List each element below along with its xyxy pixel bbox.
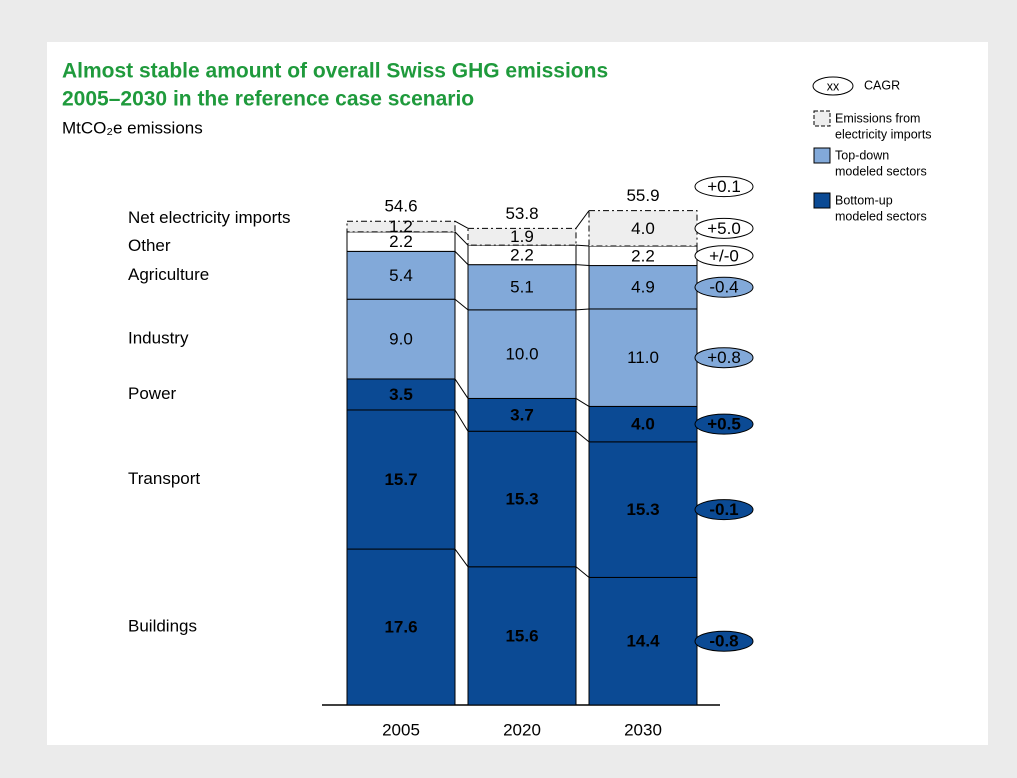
legend-label: modeled sectors — [835, 209, 927, 223]
legend-oval — [812, 76, 854, 96]
cagr-label: +0.5 — [707, 415, 741, 434]
legend-label: Bottom-up — [835, 193, 893, 207]
value-label: 2.2 — [389, 232, 413, 251]
bar-segment — [346, 250, 456, 300]
cagr-label: +/-0 — [709, 246, 739, 265]
total-label: 55.9 — [626, 186, 659, 205]
connector — [575, 566, 590, 578]
bar-segment — [588, 441, 698, 578]
legend-label: Emissions from — [835, 111, 920, 125]
value-label: 2.2 — [631, 246, 655, 265]
legend-label: CAGR — [864, 78, 900, 92]
value-label: 4.0 — [631, 415, 655, 434]
bar-segment — [467, 397, 577, 432]
connector — [575, 430, 590, 443]
chart-title: Almost stable amount of overall Swiss GH… — [62, 60, 608, 83]
cagr-label: -0.4 — [709, 278, 738, 297]
connector — [575, 308, 590, 311]
x-tick-label: 2005 — [382, 720, 420, 739]
cagr-oval — [694, 176, 754, 198]
value-label: 9.0 — [389, 330, 413, 349]
value-label: 15.3 — [505, 489, 538, 508]
value-label: 11.0 — [627, 348, 659, 367]
value-label: 1.9 — [510, 227, 534, 246]
row-label: Power — [128, 384, 177, 403]
x-tick-label: 2030 — [624, 720, 662, 739]
legend-swatch — [813, 110, 831, 127]
row-label: Industry — [128, 329, 189, 348]
cagr-label: -0.1 — [709, 500, 738, 519]
bar-segment — [467, 430, 577, 568]
bar-segment — [346, 548, 456, 706]
legend-swatch — [813, 147, 831, 164]
value-label: 2.2 — [510, 245, 534, 264]
bar-segment — [346, 298, 456, 380]
row-label: Buildings — [128, 617, 197, 636]
legend-label: electricity imports — [835, 127, 932, 141]
value-label: 3.7 — [510, 405, 534, 424]
cagr-label: -0.8 — [709, 632, 738, 651]
cagr-oval — [694, 499, 754, 521]
cagr-oval — [694, 276, 754, 298]
connector — [454, 231, 469, 246]
cagr-oval — [694, 347, 754, 369]
row-label: Transport — [128, 469, 200, 488]
row-label: Other — [128, 236, 171, 255]
bar-segment — [588, 265, 698, 310]
connector — [454, 378, 469, 399]
bar-segment — [346, 220, 456, 233]
bar-segment — [346, 409, 456, 550]
value-label: 15.6 — [505, 626, 538, 645]
x-tick-label: 2020 — [503, 720, 541, 739]
row-label: Net electricity imports — [128, 208, 290, 227]
legend-symbol: xx — [827, 79, 840, 93]
total-label: 54.6 — [384, 197, 417, 216]
value-label: 5.4 — [389, 266, 413, 285]
bar-segment — [588, 210, 698, 247]
bar-segment — [588, 405, 698, 443]
bar-segment — [346, 378, 456, 411]
value-label: 4.0 — [631, 219, 655, 238]
cagr-oval — [694, 217, 754, 239]
legend-swatch — [813, 192, 831, 209]
cagr-label: +0.8 — [707, 348, 741, 367]
bar-segment — [467, 264, 577, 311]
legend-label: modeled sectors — [835, 164, 927, 178]
chart-title: 2005–2030 in the reference case scenario — [62, 88, 474, 111]
value-label: 4.9 — [631, 278, 655, 297]
value-label: 17.6 — [384, 618, 417, 637]
value-label: 1.2 — [389, 217, 413, 236]
connector — [454, 251, 469, 266]
subtitle: MtCO₂e emissions — [62, 118, 203, 137]
cagr-oval — [694, 630, 754, 652]
total-label: 53.8 — [505, 204, 538, 223]
bar-segment — [467, 227, 577, 246]
value-label: 5.1 — [510, 278, 534, 297]
value-label: 15.7 — [384, 470, 417, 489]
value-label: 3.5 — [389, 385, 413, 404]
cagr-label: +0.1 — [707, 177, 741, 196]
cagr-oval — [694, 245, 754, 267]
connector — [454, 409, 469, 432]
connector — [454, 220, 469, 229]
connector — [575, 398, 590, 407]
legend-label: Top-down — [835, 148, 889, 162]
connector — [454, 548, 469, 568]
row-label: Agriculture — [128, 265, 209, 284]
connector — [454, 298, 469, 311]
value-label: 14.4 — [626, 632, 660, 651]
bar-segment — [467, 566, 577, 706]
value-label: 10.0 — [505, 345, 538, 364]
connector — [575, 244, 590, 247]
connector — [575, 264, 590, 267]
bar-segment — [588, 308, 698, 407]
bar-segment — [588, 576, 698, 706]
connector — [575, 210, 590, 229]
cagr-label: +5.0 — [707, 219, 741, 238]
cagr-oval — [694, 413, 754, 435]
value-label: 15.3 — [626, 500, 659, 519]
